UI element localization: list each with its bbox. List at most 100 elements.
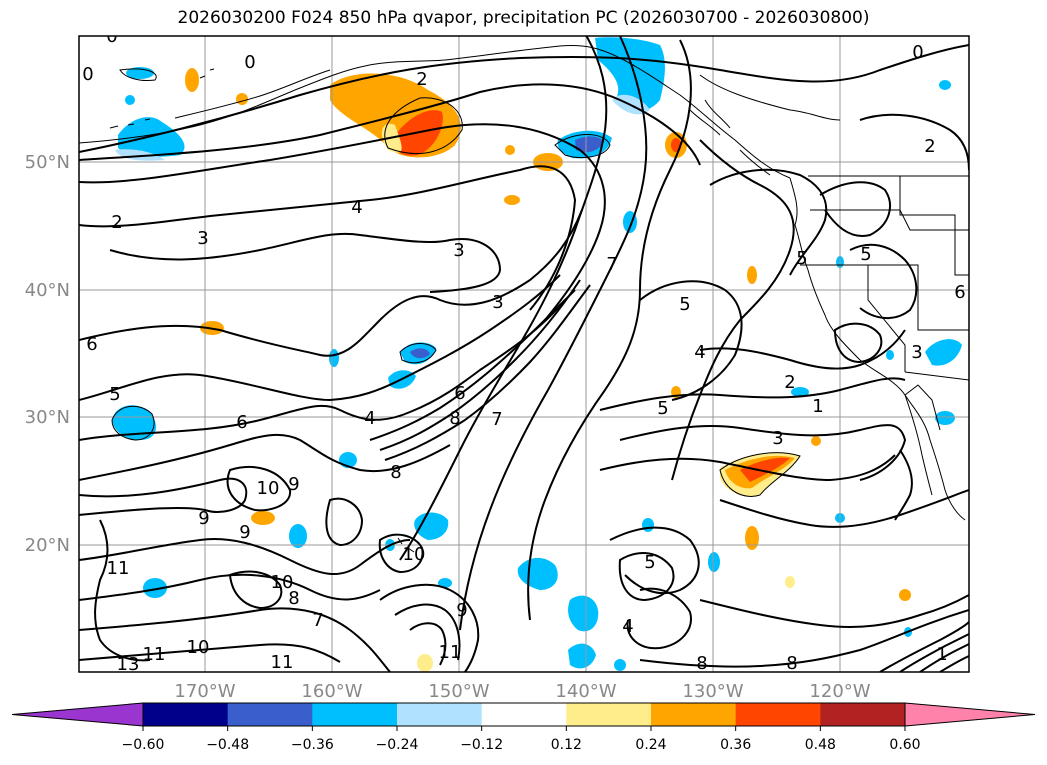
contour-line [79, 643, 341, 663]
contour-label: 8 [288, 588, 299, 609]
colorbar-frame [142, 702, 906, 727]
qvapor-contours-thin [111, 68, 801, 497]
precip-negative-spot [143, 578, 167, 598]
contour-line [379, 279, 581, 451]
contour-label: 11 [439, 642, 462, 663]
colorbar-segment [227, 703, 313, 726]
contour-line [859, 113, 969, 171]
colorbar-tick-label: −0.24 [376, 737, 419, 753]
us-mexico-border [904, 371, 969, 381]
contour-label: 4 [351, 197, 362, 218]
contour-label: 8 [786, 653, 797, 674]
contour-line [109, 232, 502, 293]
lon-label: 120°W [809, 681, 870, 702]
contour-label: 9 [239, 522, 250, 543]
contour-label: 13 [117, 654, 140, 675]
contour-label: 3 [772, 428, 783, 449]
map-title: 2026030200 F024 850 hPa qvapor, precipit… [177, 8, 870, 28]
contour-line [369, 289, 576, 441]
alaska-panhandle-islands [689, 99, 771, 176]
contour-line [527, 39, 692, 621]
lon-label: 130°W [682, 681, 743, 702]
colorbar-max-extension [905, 703, 1035, 726]
contour-label: 8 [390, 462, 401, 483]
precip-negative-west [112, 405, 156, 440]
colorbar-segment [820, 703, 906, 726]
contour-line [919, 643, 969, 672]
contour-line [79, 299, 566, 441]
contour-line [599, 377, 906, 411]
precip-negative-spot [708, 552, 720, 572]
colorbar-ticks: −0.60 −0.48 −0.36 −0.24 −0.12 0.12 0.24 0.36 0.4… [122, 726, 921, 753]
contour-line [378, 533, 424, 574]
alaska-canada-border [699, 74, 841, 121]
colorbar-segment [566, 703, 652, 726]
colorbar-segments [12, 703, 1035, 726]
colorbar-tick-label: −0.48 [206, 737, 249, 753]
contour-line [228, 570, 283, 610]
contour-label: 0 [106, 26, 117, 47]
lon-label: 170°W [174, 681, 235, 702]
state-border-or-wa [810, 209, 969, 231]
contour-line [833, 322, 883, 364]
contour-line [719, 452, 801, 497]
contour-line [79, 607, 391, 672]
map-frame [78, 35, 970, 673]
lat-label: 50°N [25, 152, 70, 173]
precip-negative-mid [414, 512, 449, 540]
contour-line [79, 44, 969, 153]
lon-label: 160°W [301, 681, 362, 702]
colorbar-segment [735, 703, 821, 726]
precip-negative-east [925, 339, 962, 366]
contour-label: 11 [143, 644, 166, 665]
precip-negative-central-core [410, 348, 430, 359]
colorbar-tick-label: −0.36 [291, 737, 334, 753]
contour-label: 5 [644, 552, 655, 573]
contour-line [599, 454, 896, 482]
contour-label: 3 [911, 342, 922, 363]
contour-line [94, 519, 151, 662]
precip-negative-spot [791, 387, 809, 397]
colorbar-min-extension [12, 703, 143, 726]
contour-label: 0 [244, 52, 255, 73]
contour-line [409, 622, 447, 666]
precip-negative-gulf-core [575, 136, 604, 153]
state-border-ca-nv [867, 265, 906, 372]
precip-negative-south [568, 595, 599, 632]
contour-label: 5 [860, 244, 871, 265]
alaska-peninsula [174, 69, 331, 119]
contour-label: 11 [271, 652, 294, 673]
contour-label: 9 [456, 600, 467, 621]
contour-line [639, 280, 743, 401]
colorbar-segment [312, 703, 398, 726]
contour-line [379, 583, 480, 672]
precip-negative-spot [939, 80, 951, 90]
contour-label: 7 [606, 254, 617, 275]
lat-label: 20°N [25, 535, 70, 556]
precip-positive-spot [747, 266, 757, 284]
contour-line [111, 405, 155, 441]
contour-line [639, 609, 969, 668]
contour-label: 6 [954, 282, 965, 303]
contour-line [79, 209, 583, 357]
contour-line [119, 68, 157, 81]
mexico-coast-detail [904, 384, 941, 431]
contour-line [79, 165, 577, 311]
contour-label: 1 [936, 644, 947, 665]
contour-line [226, 465, 292, 512]
colorbar-tick-label: 0.24 [635, 737, 666, 753]
contour-label: 11 [107, 558, 130, 579]
graticule [79, 36, 969, 672]
precip-negative-spot [614, 659, 626, 671]
longitude-labels: 170°W 160°W 150°W 140°W 130°W 120°W [174, 681, 870, 702]
colorbar-tick-label: −0.60 [122, 737, 165, 753]
contour-line [719, 489, 969, 528]
contour-line [939, 655, 969, 672]
contour-line [325, 497, 364, 547]
precip-negative-spot [886, 350, 894, 360]
contour-label: 5 [109, 384, 120, 405]
colorbar-tick-label: 0.60 [889, 737, 920, 753]
colorbar-tick-label: 0.12 [551, 737, 582, 753]
contour-label: 2 [416, 69, 427, 90]
